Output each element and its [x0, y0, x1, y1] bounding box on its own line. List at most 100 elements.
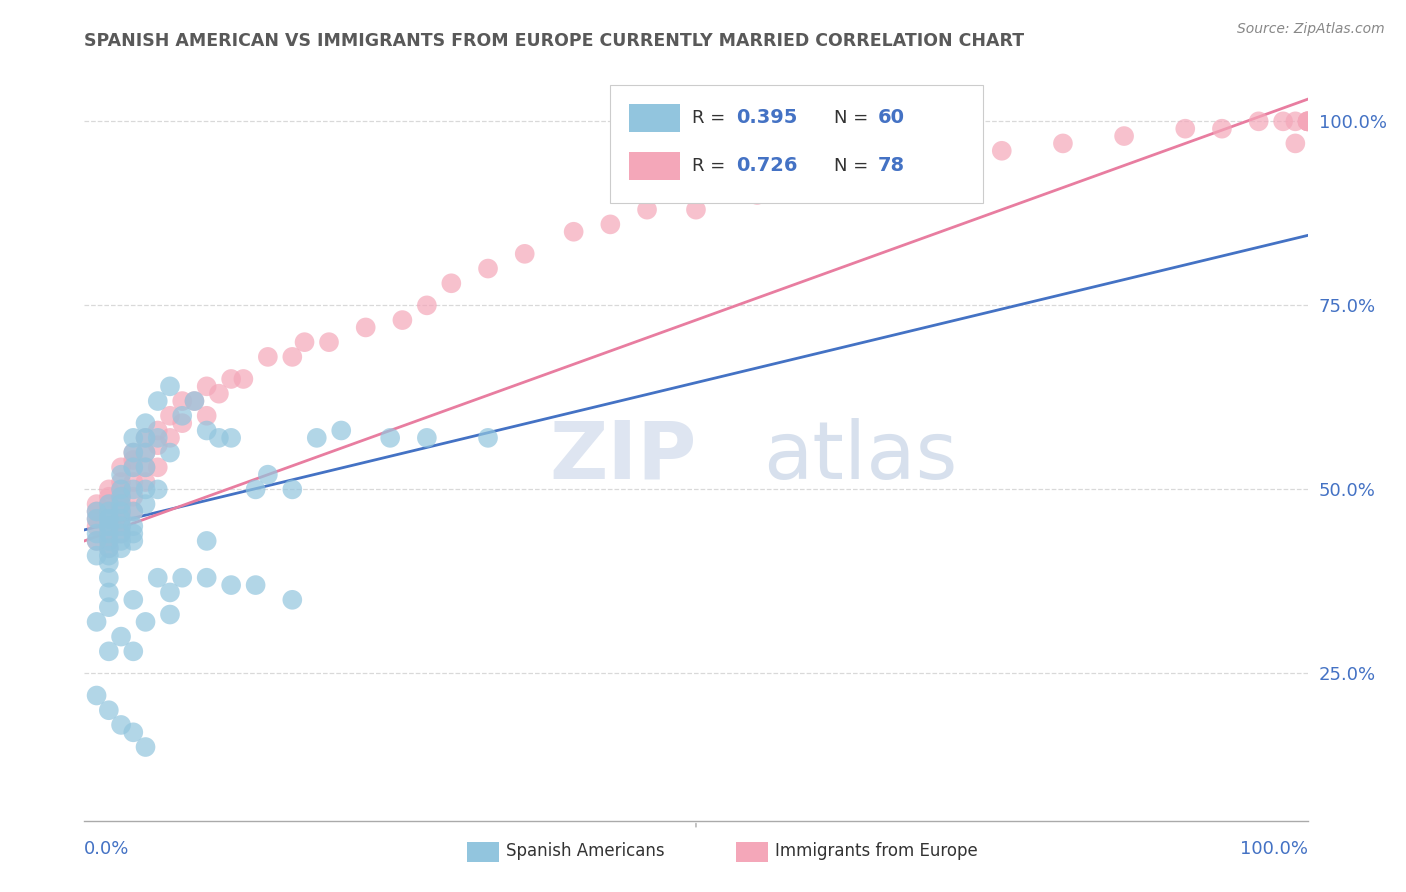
- Point: [110, 526, 132, 541]
- Point: [257, 350, 280, 364]
- Text: 100.0%: 100.0%: [1240, 839, 1308, 857]
- Point: [97, 541, 120, 556]
- Point: [122, 445, 145, 459]
- Point: [416, 298, 439, 312]
- Point: [135, 416, 157, 430]
- Point: [281, 350, 304, 364]
- Point: [172, 409, 194, 423]
- Point: [219, 578, 242, 592]
- Point: [97, 703, 120, 717]
- Point: [747, 188, 769, 202]
- Point: [135, 615, 157, 629]
- Point: [135, 483, 157, 497]
- FancyBboxPatch shape: [737, 842, 768, 862]
- Point: [110, 490, 132, 504]
- Point: [294, 335, 316, 350]
- Text: ZIP: ZIP: [550, 417, 696, 496]
- Point: [86, 504, 108, 518]
- Point: [245, 483, 267, 497]
- Point: [685, 202, 707, 217]
- Point: [183, 394, 205, 409]
- Point: [195, 379, 218, 393]
- Point: [195, 571, 218, 585]
- Point: [172, 571, 194, 585]
- Point: [953, 151, 976, 165]
- Point: [110, 504, 132, 518]
- Point: [97, 490, 120, 504]
- Point: [97, 504, 120, 518]
- Point: [208, 386, 231, 401]
- Point: [599, 218, 621, 232]
- Point: [1296, 114, 1319, 128]
- Point: [135, 431, 157, 445]
- Point: [159, 431, 181, 445]
- FancyBboxPatch shape: [610, 85, 983, 202]
- Point: [416, 431, 439, 445]
- Point: [281, 592, 304, 607]
- Point: [122, 445, 145, 459]
- Point: [110, 512, 132, 526]
- Point: [97, 504, 120, 518]
- Point: [122, 460, 145, 475]
- Point: [97, 519, 120, 533]
- Point: [97, 533, 120, 548]
- Point: [110, 519, 132, 533]
- Point: [97, 533, 120, 548]
- Point: [86, 497, 108, 511]
- Point: [97, 483, 120, 497]
- FancyBboxPatch shape: [467, 842, 499, 862]
- Point: [159, 607, 181, 622]
- Point: [1114, 129, 1136, 144]
- Point: [110, 460, 132, 475]
- FancyBboxPatch shape: [628, 104, 681, 132]
- Point: [110, 541, 132, 556]
- Point: [245, 578, 267, 592]
- Point: [146, 460, 169, 475]
- Point: [122, 490, 145, 504]
- Point: [636, 202, 658, 217]
- Point: [159, 409, 181, 423]
- Point: [97, 526, 120, 541]
- Point: [97, 600, 120, 615]
- Point: [110, 512, 132, 526]
- Point: [477, 431, 499, 445]
- Text: 0.726: 0.726: [737, 156, 797, 175]
- Point: [110, 533, 132, 548]
- Point: [97, 644, 120, 658]
- Point: [97, 519, 120, 533]
- Point: [110, 467, 132, 482]
- Point: [305, 431, 328, 445]
- Point: [97, 585, 120, 599]
- Point: [354, 320, 377, 334]
- Point: [97, 541, 120, 556]
- Point: [135, 431, 157, 445]
- Point: [122, 504, 145, 518]
- Point: [146, 483, 169, 497]
- Point: [122, 526, 145, 541]
- Point: [97, 512, 120, 526]
- Text: N =: N =: [834, 157, 875, 175]
- Point: [97, 512, 120, 526]
- Point: [135, 497, 157, 511]
- Point: [122, 592, 145, 607]
- Text: 0.0%: 0.0%: [84, 839, 129, 857]
- Point: [219, 431, 242, 445]
- Point: [110, 526, 132, 541]
- Point: [135, 475, 157, 489]
- Point: [97, 497, 120, 511]
- Point: [86, 689, 108, 703]
- Text: Spanish Americans: Spanish Americans: [506, 842, 665, 860]
- Point: [195, 533, 218, 548]
- Point: [159, 379, 181, 393]
- Point: [110, 630, 132, 644]
- Point: [172, 416, 194, 430]
- Point: [146, 431, 169, 445]
- Text: N =: N =: [834, 109, 875, 127]
- Point: [110, 490, 132, 504]
- Point: [122, 725, 145, 739]
- Point: [281, 483, 304, 497]
- Point: [86, 549, 108, 563]
- Point: [97, 497, 120, 511]
- Point: [122, 533, 145, 548]
- Text: R =: R =: [692, 157, 731, 175]
